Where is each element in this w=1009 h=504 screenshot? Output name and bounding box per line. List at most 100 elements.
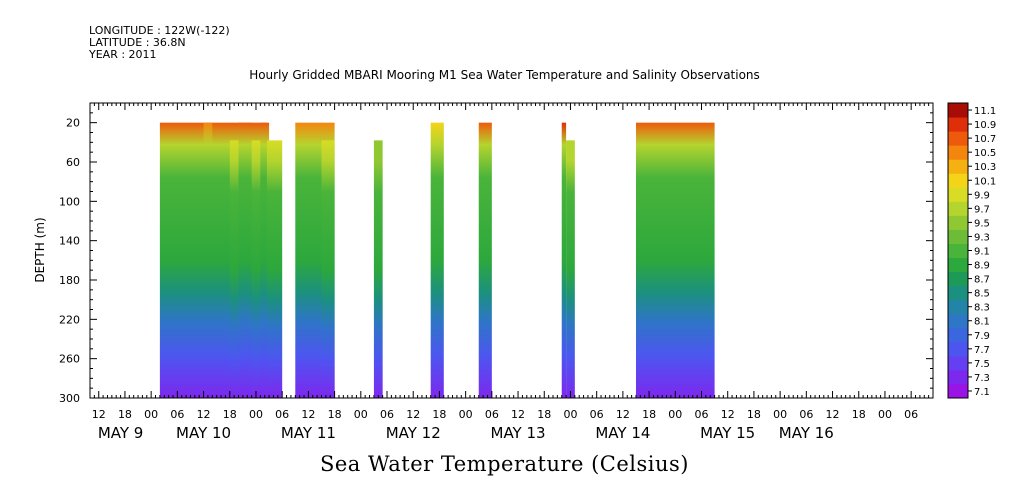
x-tick-label: 00 — [249, 408, 263, 421]
colorbar-label: 8.7 — [974, 275, 990, 286]
x-tick-label: 18 — [118, 408, 132, 421]
heatmap-data-layer — [159, 122, 715, 399]
x-tick-label: 18 — [223, 408, 237, 421]
colorbar-swatch — [948, 327, 968, 343]
y-tick-label: 100 — [59, 195, 80, 208]
day-label: MAY 9 — [98, 424, 144, 442]
y-tick-label: 260 — [59, 353, 80, 366]
x-tick-label: 06 — [904, 408, 918, 421]
colorbar-swatch — [948, 243, 968, 259]
colorbar-swatch — [948, 257, 968, 273]
colorbar-swatch — [948, 229, 968, 244]
y-tick-label: 140 — [59, 235, 80, 248]
colorbar-swatch — [948, 187, 968, 202]
x-tick-label: 06 — [695, 408, 709, 421]
chart-title: Hourly Gridded MBARI Mooring M1 Sea Wate… — [249, 68, 760, 82]
x-tick-label: 12 — [197, 408, 211, 421]
latitude-label: LATITUDE : 36.8N — [89, 36, 186, 49]
longitude-label: LONGITUDE : 122W(-122) — [89, 24, 230, 37]
colorbar-swatch — [948, 271, 968, 287]
x-tick-label: 06 — [590, 408, 604, 421]
colorbar-swatch — [948, 285, 968, 301]
colorbar-swatch — [948, 383, 968, 399]
year-label: YEAR : 2011 — [89, 48, 157, 61]
x-tick-label: 18 — [642, 408, 656, 421]
x-tick-label: 06 — [380, 408, 394, 421]
colorbar-label: 7.3 — [974, 373, 990, 384]
x-tick-label: 06 — [275, 408, 289, 421]
colorbar-label: 8.9 — [974, 261, 990, 272]
x-tick-label: 00 — [144, 408, 158, 421]
x-tick-label: 12 — [511, 408, 525, 421]
colorbar-label: 10.5 — [974, 148, 996, 159]
colorbar-label: 7.1 — [974, 387, 990, 398]
x-tick-label: 12 — [616, 408, 630, 421]
x-tick-label: 12 — [721, 408, 735, 421]
y-tick-label: 20 — [66, 117, 80, 130]
data-segment — [238, 122, 252, 399]
colorbar-swatch — [948, 299, 968, 315]
colorbar-label: 7.5 — [974, 359, 990, 370]
colorbar-swatch — [948, 201, 968, 216]
colorbar-label: 11.1 — [974, 106, 996, 117]
y-axis-label: DEPTH (m) — [33, 217, 47, 282]
data-segment — [561, 122, 567, 399]
colorbar-swatch — [948, 103, 968, 118]
day-label: MAY 15 — [700, 424, 755, 442]
colorbar-label: 9.3 — [974, 232, 990, 243]
axes-layer: 12 18 00 06 12 18 00 06 12 18 00 06 12 18 00 06 12 18 00 06… — [59, 102, 934, 442]
colorbar-swatch — [948, 341, 968, 357]
day-label: MAY 12 — [386, 424, 441, 442]
x-tick-label: 00 — [878, 408, 892, 421]
colorbar-swatch — [948, 313, 968, 329]
colorbar-label: 8.5 — [974, 289, 990, 300]
colorbar-label: 9.9 — [974, 190, 990, 201]
x-tick-label: 18 — [328, 408, 342, 421]
colorbar-label: 7.7 — [974, 345, 990, 356]
y-tick-label: 180 — [59, 274, 80, 287]
x-tick-label: 18 — [852, 408, 866, 421]
data-segment — [635, 122, 715, 399]
colorbar-swatch — [948, 173, 968, 188]
data-segment — [430, 122, 444, 399]
day-label: MAY 11 — [281, 424, 336, 442]
data-segment — [321, 140, 335, 398]
colorbar-swatch — [948, 355, 968, 371]
data-segment — [203, 122, 213, 399]
colorbar-swatch — [948, 215, 968, 230]
colorbar-label: 7.9 — [974, 331, 990, 342]
colorbar-label: 9.1 — [974, 247, 990, 258]
colorbar-swatch — [948, 117, 968, 132]
data-segment — [260, 122, 267, 399]
x-tick-label: 00 — [668, 408, 682, 421]
colorbar-label: 10.7 — [974, 134, 996, 145]
day-label: MAY 16 — [779, 424, 834, 442]
x-tick-label: 12 — [301, 408, 315, 421]
colorbar-label: 8.1 — [974, 317, 990, 328]
x-tick-label: 06 — [170, 408, 184, 421]
colorbar-swatch — [948, 159, 968, 174]
day-label: MAY 10 — [176, 424, 231, 442]
x-tick-label: 18 — [747, 408, 761, 421]
y-tick-label: 60 — [66, 156, 80, 169]
x-tick-label: 18 — [537, 408, 551, 421]
x-tick-label: 00 — [459, 408, 473, 421]
x-tick-label: 12 — [92, 408, 106, 421]
x-tick-label: 12 — [826, 408, 840, 421]
colorbar-swatch — [948, 145, 968, 160]
y-tick-label: 300 — [59, 392, 80, 405]
data-segment — [478, 122, 492, 399]
variable-title: Sea Water Temperature (Celsius) — [319, 452, 689, 476]
x-tick-label: 00 — [563, 408, 577, 421]
x-tick-label: 06 — [799, 408, 813, 421]
data-segment — [229, 140, 283, 398]
x-tick-label: 12 — [406, 408, 420, 421]
colorbar-swatch — [948, 131, 968, 146]
colorbar-swatch — [948, 369, 968, 385]
y-tick-label: 220 — [59, 313, 80, 326]
x-tick-label: 18 — [432, 408, 446, 421]
x-tick-label: 00 — [354, 408, 368, 421]
x-tick-label: 00 — [773, 408, 787, 421]
data-segment — [373, 140, 383, 398]
